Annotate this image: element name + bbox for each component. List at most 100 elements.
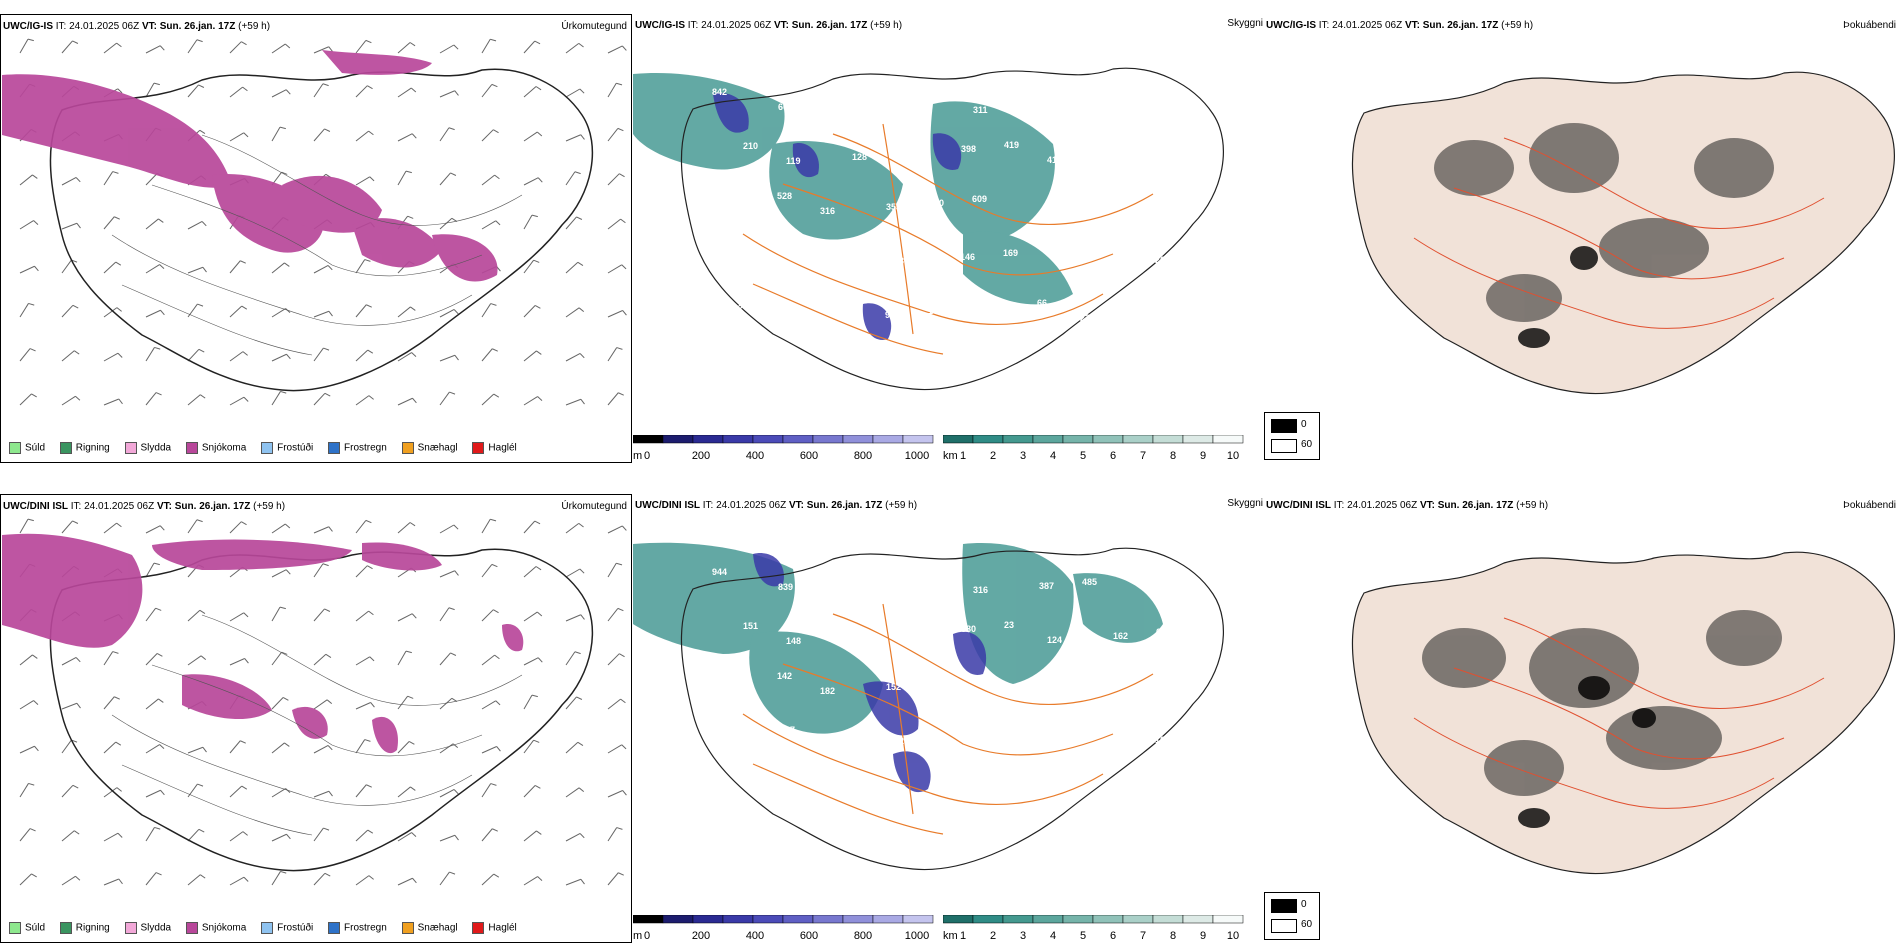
wind-barb — [145, 82, 155, 98]
colorbar-tick-label: 9 — [1200, 930, 1206, 941]
wind-barb — [481, 564, 493, 578]
wind-barb — [313, 745, 329, 754]
wind-barb — [187, 84, 199, 98]
ceiling-label: 266 — [1039, 101, 1054, 111]
wind-barb — [145, 698, 159, 710]
ceiling-label: 330 — [929, 198, 944, 208]
colorbar-tick-label: 400 — [746, 930, 764, 941]
wind-barb — [481, 393, 495, 406]
wind-barb — [145, 827, 155, 842]
wind-barb — [229, 41, 242, 54]
wind-barb-feather — [117, 88, 123, 94]
colorbar-cell — [782, 915, 814, 924]
ceiling-label: 58 — [776, 299, 786, 309]
wind-barb — [397, 877, 413, 886]
panel-field-name: Úrkomutegund — [561, 501, 627, 512]
wind-barb — [187, 746, 204, 754]
colorbar-cell — [1002, 435, 1034, 444]
wind-barb-feather — [324, 608, 331, 612]
ceiling-label: 387 — [1039, 581, 1054, 591]
wind-barb-feather — [27, 518, 34, 522]
wind-barb — [103, 878, 120, 886]
ceiling-label: 37 — [785, 725, 795, 735]
precip-type-map — [2, 38, 627, 406]
ceiling-label: 85 — [960, 732, 970, 742]
wind-barb — [229, 831, 244, 842]
wind-barb — [481, 39, 491, 54]
wind-barb — [397, 397, 413, 406]
wind-barb-feather — [153, 82, 160, 86]
wind-barb — [565, 651, 576, 666]
wind-barb-feather — [580, 134, 585, 140]
wind-barb — [481, 348, 493, 362]
wind-barb-feather — [73, 830, 80, 835]
wind-barb — [565, 696, 577, 710]
fog-legend-swatch-1 — [1271, 439, 1297, 453]
ceiling-label: 23 — [1004, 620, 1014, 630]
wind-barb-feather — [159, 744, 165, 749]
ceiling-label: 528 — [777, 191, 792, 201]
wind-barb-feather — [536, 350, 542, 355]
wind-barb — [607, 218, 621, 230]
wind-barb-feather — [197, 303, 204, 307]
colorbar-cell — [722, 435, 754, 444]
wind-barb-feather — [116, 42, 122, 48]
wind-barb — [565, 787, 580, 798]
wind-barb — [439, 391, 450, 406]
wind-barb-feather — [155, 872, 162, 876]
wind-barb-feather — [284, 262, 290, 267]
wind-barb — [439, 309, 455, 318]
ceiling-label: 163 — [994, 302, 1009, 312]
wind-barb — [523, 566, 537, 578]
ceiling-label: 131 — [929, 678, 944, 688]
wind-barb — [229, 396, 245, 406]
wind-barb — [481, 873, 495, 886]
wind-barb — [355, 520, 367, 534]
wind-barb-feather — [196, 39, 203, 43]
ceiling-label: 402 — [1148, 93, 1163, 103]
wind-barb — [481, 746, 497, 754]
wind-barb — [61, 304, 74, 318]
wind-barb-feather — [284, 43, 291, 49]
ceiling-label: 151 — [743, 621, 758, 631]
wind-barb — [187, 783, 198, 798]
colorbar-tick-label: 5 — [1080, 930, 1086, 941]
ceiling-label: 160 — [1155, 735, 1170, 745]
wind-barb-feather — [112, 651, 119, 654]
wind-barb — [523, 396, 538, 406]
wind-barb — [145, 744, 160, 754]
wind-barb-feather — [490, 783, 497, 786]
ceiling-label: 182 — [820, 686, 835, 696]
wind-barb — [19, 303, 29, 318]
colorbar-cell — [1212, 435, 1244, 444]
wind-barb-feather — [159, 525, 165, 531]
wind-barb-feather — [409, 42, 416, 47]
wind-barb — [397, 133, 413, 142]
wind-barb — [439, 354, 456, 362]
wind-barb-feather — [328, 790, 333, 797]
wind-barb — [565, 307, 580, 318]
wind-barb-feather — [493, 393, 500, 398]
wind-barb-feather — [367, 565, 373, 570]
colorbar-cell — [1122, 915, 1154, 924]
wind-barb-feather — [118, 398, 123, 405]
precip-type-map — [2, 518, 627, 886]
wind-barb-feather — [367, 85, 373, 90]
wind-barb-feather — [410, 87, 417, 93]
wind-barb — [229, 132, 244, 142]
wind-barb-feather — [409, 522, 416, 527]
wind-barb — [313, 608, 325, 622]
wind-barb-feather — [327, 265, 333, 271]
wind-barb — [397, 741, 410, 754]
wind-barb — [145, 218, 159, 230]
ceiling-label: 132 — [821, 578, 836, 588]
wind-barb-feather — [197, 783, 204, 787]
wind-barb — [145, 347, 155, 362]
visibility-colorbar: km 1 2 3 4 5 6 7 8 9 10 — [943, 435, 1244, 461]
legend-sleet: Slydda — [124, 922, 171, 934]
wind-barb — [481, 828, 493, 842]
wind-barb — [187, 655, 202, 666]
wind-barb-feather — [242, 831, 248, 836]
legend-hail: Haglél — [472, 442, 517, 454]
wind-barb-feather — [75, 657, 81, 663]
